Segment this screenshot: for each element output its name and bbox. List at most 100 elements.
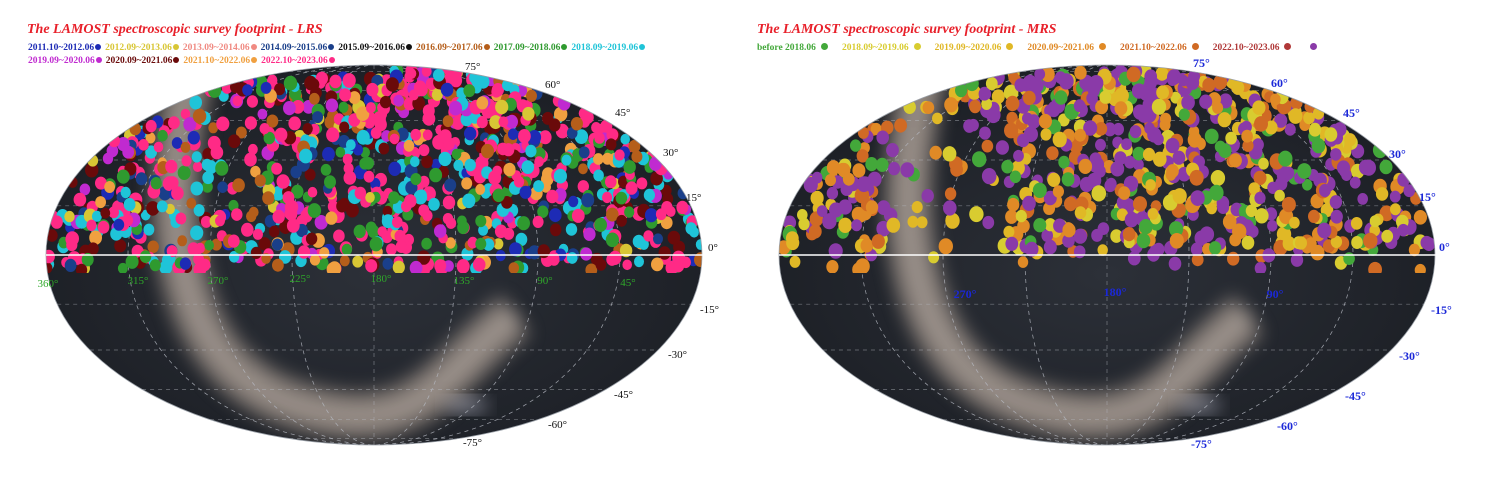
footprint-plate	[443, 260, 454, 272]
sky-map: 360° 315° 270° 225° 180° 135° 90° 45° 75° 60° 45° 3…	[38, 61, 720, 449]
footprint-plate	[231, 208, 243, 221]
footprint-plate	[826, 260, 839, 273]
footprint-plate	[1213, 74, 1228, 90]
footprint-plate	[865, 157, 878, 172]
footprint-plate	[1254, 191, 1266, 205]
footprint-plate	[179, 257, 191, 270]
footprint-plate	[395, 240, 407, 253]
footprint-plate	[252, 228, 263, 240]
footprint-plate	[636, 177, 648, 190]
footprint-plate	[525, 144, 537, 158]
footprint-plate	[341, 243, 353, 256]
footprint-plate	[875, 157, 889, 172]
footprint-plate	[838, 217, 853, 233]
footprint-plate	[168, 116, 180, 130]
footprint-plate	[1147, 208, 1159, 220]
footprint-plate	[135, 172, 148, 186]
legend-item: 2013.09~2014.06	[183, 42, 257, 55]
footprint-plate	[553, 168, 568, 184]
footprint-plate	[1033, 218, 1047, 233]
footprint-plate	[1190, 242, 1203, 256]
footprint-plate	[291, 184, 304, 199]
footprint-plate	[1281, 196, 1296, 213]
footprint-plate	[1225, 131, 1237, 145]
footprint-plate	[1132, 83, 1146, 99]
footprint-plate	[653, 233, 663, 245]
footprint-plate	[266, 114, 279, 128]
footprint-plate	[274, 83, 286, 96]
footprint-plate	[199, 258, 211, 272]
footprint-plate	[1043, 201, 1056, 215]
footprint-plate	[91, 210, 102, 222]
footprint-plate	[1005, 95, 1020, 112]
footprint-plate	[116, 169, 130, 184]
footprint-plate	[139, 250, 152, 263]
footprint-plate	[507, 128, 519, 140]
footprint-plate	[67, 176, 78, 188]
footprint-plate	[650, 171, 663, 186]
footprint-plate	[138, 139, 149, 151]
footprint-plate	[392, 260, 405, 273]
panel-title: The LAMOST spectroscopic survey footprin…	[757, 22, 1057, 37]
footprint-plate	[1206, 202, 1217, 215]
footprint-plate	[442, 195, 456, 210]
footprint-plate	[453, 159, 464, 171]
ra-label: 90°	[1267, 287, 1284, 301]
footprint-plate	[1357, 193, 1368, 205]
footprint-plate	[1310, 244, 1325, 261]
footprint-plate	[922, 101, 935, 114]
legend-item: 2019.09~2020.06	[935, 42, 1014, 55]
footprint-plate	[1061, 172, 1075, 187]
footprint-plate	[320, 163, 332, 176]
footprint-plate	[64, 210, 75, 223]
footprint-plate	[354, 186, 367, 200]
footprint-plate	[1017, 219, 1030, 233]
footprint-plate	[113, 218, 125, 231]
footprint-plate	[1204, 128, 1219, 144]
dec-label: -45°	[614, 389, 633, 401]
footprint-plate	[628, 139, 641, 153]
legend-label: 2012.09~2013.06	[105, 43, 172, 53]
footprint-plate	[643, 230, 654, 242]
footprint-plate	[377, 226, 388, 238]
footprint-plate	[257, 108, 268, 120]
footprint-plate	[981, 98, 992, 110]
footprint-plate	[345, 203, 359, 218]
footprint-plate	[322, 147, 335, 162]
footprint-plate	[342, 153, 353, 165]
panel-lrs: The LAMOST spectroscopic survey footprin…	[27, 22, 720, 449]
footprint-plate	[478, 224, 489, 236]
footprint-plate	[475, 237, 487, 250]
footprint-plate	[416, 83, 428, 97]
footprint-plate	[676, 200, 689, 215]
footprint-plate	[527, 130, 542, 145]
legend-swatch	[328, 56, 335, 63]
legend-label: 2018.09~2019.06	[571, 43, 639, 53]
dec-label: 0°	[1439, 240, 1450, 254]
footprint-plate	[623, 160, 636, 174]
footprint-plate	[826, 160, 841, 176]
footprint-plate	[614, 149, 625, 161]
footprint-plate	[921, 189, 934, 203]
footprint-plate	[86, 219, 97, 231]
footprint-plate	[216, 116, 230, 132]
footprint-plate	[1397, 223, 1409, 237]
footprint-plate	[619, 243, 633, 258]
footprint-plate	[309, 92, 320, 105]
footprint-plate	[386, 243, 397, 256]
footprint-plate	[263, 131, 275, 145]
footprint-plate	[1022, 90, 1036, 106]
footprint-plate	[451, 148, 462, 160]
footprint-plate	[1267, 220, 1278, 232]
footprint-plate	[605, 138, 617, 151]
legend-swatch	[328, 44, 335, 50]
footprint-plate	[236, 126, 247, 139]
footprint-plate	[73, 192, 87, 207]
footprint-plate	[183, 117, 197, 132]
ra-label: 270°	[208, 275, 229, 287]
footprint-plate	[1351, 236, 1363, 249]
footprint-plate	[343, 170, 357, 185]
footprint-plate	[488, 170, 502, 185]
footprint-plate	[606, 128, 619, 142]
footprint-plate	[382, 257, 394, 270]
